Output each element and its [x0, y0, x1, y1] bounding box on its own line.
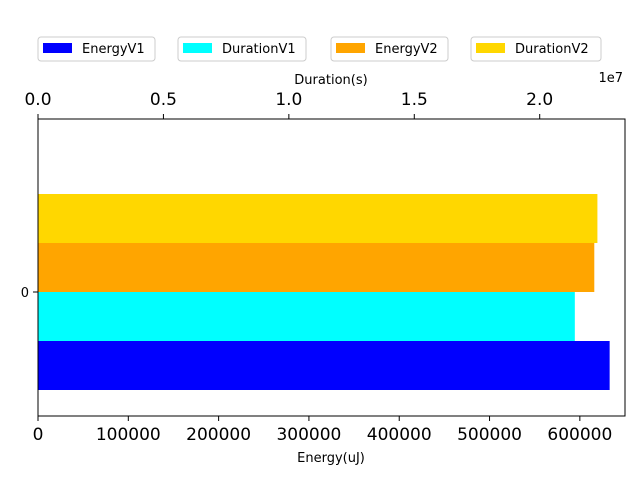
legend-swatch	[476, 43, 505, 53]
legend-label: EnergyV1	[82, 42, 145, 57]
top-axis-label: Duration(s)	[294, 73, 367, 88]
top-tick-label: 0.0	[24, 90, 51, 110]
legend-entry-durationv2: DurationV2	[470, 36, 602, 62]
bottom-axis-label: Energy(uJ)	[297, 451, 365, 466]
bottom-axis: 0 100000 200000 300000 400000 500000 600000	[33, 416, 612, 445]
bar-durationv1	[38, 292, 575, 341]
legend-swatch	[336, 43, 365, 53]
legend-entry-energyv2: EnergyV2	[330, 36, 449, 62]
top-tick-label: 0.5	[150, 90, 177, 110]
bar-durationv2	[38, 194, 598, 243]
legend-entry-durationv1: DurationV1	[177, 36, 307, 62]
bars	[38, 194, 610, 390]
top-tick-label: 1.0	[275, 90, 302, 110]
legend-label: EnergyV2	[375, 42, 438, 57]
legend-label: DurationV1	[222, 42, 296, 57]
bottom-tick-label: 200000	[186, 425, 251, 445]
legend-entry-energyv1: EnergyV1	[37, 36, 156, 62]
bar-energyv2	[38, 243, 595, 292]
bottom-tick-label: 100000	[96, 425, 161, 445]
legend-swatch	[183, 43, 212, 53]
legend-swatch	[43, 43, 72, 53]
top-tick-label: 2.0	[526, 90, 553, 110]
legend-label: DurationV2	[515, 42, 589, 57]
bottom-tick-label: 500000	[457, 425, 522, 445]
top-axis: 0.0 0.5 1.0 1.5 2.0	[24, 90, 553, 119]
top-axis-multiplier: 1e7	[598, 71, 623, 86]
y-tick-label: 0	[21, 286, 29, 301]
plot-frame	[37, 118, 626, 417]
bottom-tick-label: 300000	[276, 425, 341, 445]
bar-energyv1	[38, 341, 610, 390]
top-tick-label: 1.5	[401, 90, 428, 110]
bottom-tick-label: 400000	[367, 425, 432, 445]
bottom-tick-label: 0	[33, 425, 44, 445]
legend: EnergyV1 DurationV1 EnergyV2 DurationV2	[37, 36, 602, 62]
bottom-tick-label: 600000	[547, 425, 612, 445]
y-axis: 0	[21, 286, 38, 301]
